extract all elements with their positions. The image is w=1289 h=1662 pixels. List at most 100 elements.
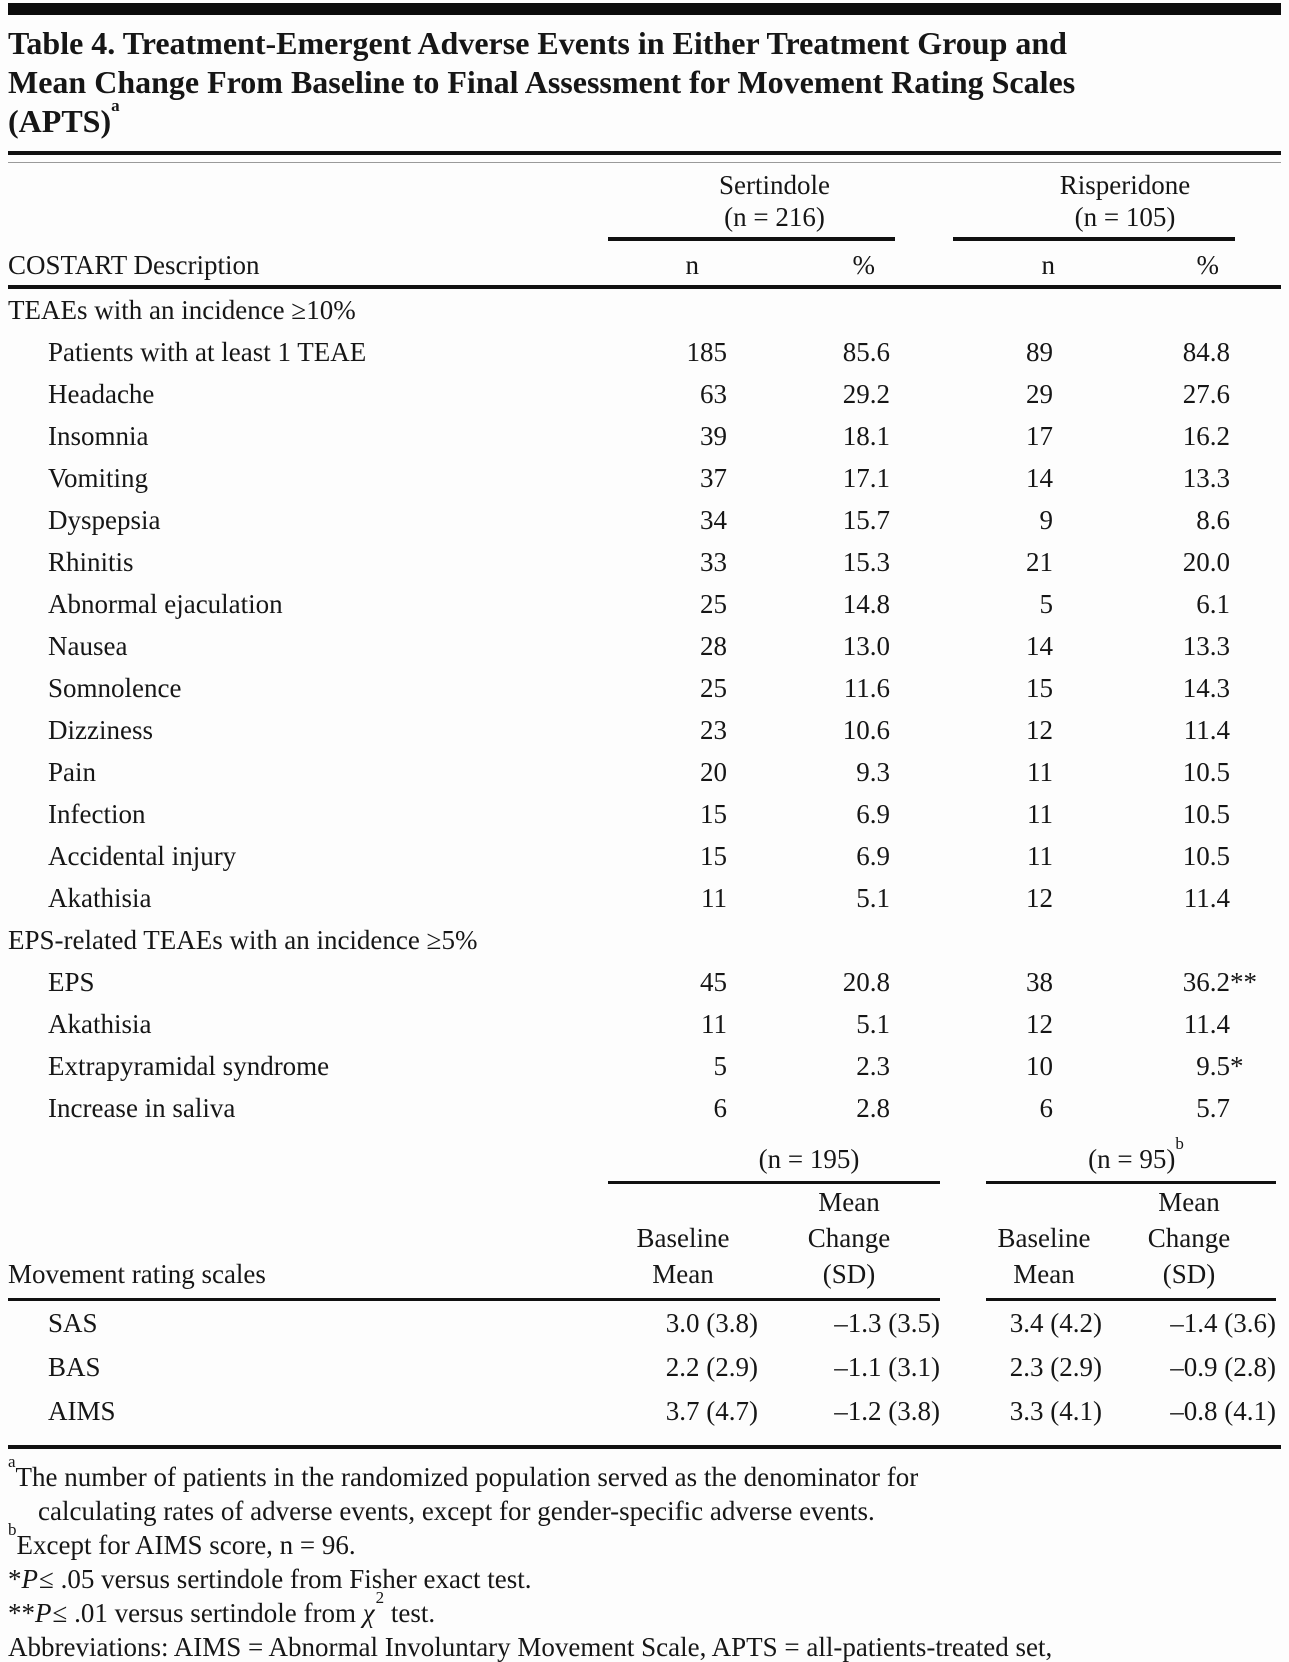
- risperidone-n: 89: [1026, 337, 1054, 367]
- title-line-3: (APTS)a: [8, 97, 1281, 141]
- section-label: TEAEs with an incidence ≥10%: [8, 295, 356, 325]
- sertindole-pct: 85.6: [842, 337, 891, 367]
- header-line: Change: [807, 1223, 891, 1253]
- sertindole-pct: 15.7: [842, 505, 891, 535]
- spacer-cell: [895, 1003, 953, 1045]
- sertindole-pct: 13.0: [842, 631, 891, 661]
- sertindole-n: 45: [700, 967, 727, 997]
- footnote-star-line: *P≤ .05 versus sertindole from Fisher ex…: [8, 1562, 1281, 1596]
- spacer-cell: [1235, 625, 1281, 667]
- sertindole-baseline-mean: 2.2 (2.9): [665, 1352, 758, 1382]
- sertindole-pct-header: %: [733, 239, 896, 289]
- spacer-cell: [1235, 835, 1281, 877]
- row-label: Dyspepsia: [48, 505, 161, 535]
- title-line-3-text: (APTS): [8, 103, 112, 139]
- risperidone-pct: 8.6: [1196, 505, 1231, 535]
- title-line-1: Table 4. Treatment-Emergent Adverse Even…: [8, 25, 1067, 61]
- sertindole-pct: 2.8: [856, 1093, 891, 1123]
- spacer-cell: [895, 457, 953, 499]
- spacer-cell: [1235, 239, 1282, 289]
- sertindole-n: 39: [700, 421, 727, 451]
- section-label: EPS-related TEAEs with an incidence ≥5%: [8, 925, 478, 955]
- sertindole-n: 25: [700, 589, 727, 619]
- risperidone-baseline-mean: 3.3 (4.1): [1009, 1396, 1102, 1426]
- risperidone-n: 29: [1026, 379, 1054, 409]
- sertindole-mean-change: –1.1 (3.1): [834, 1352, 940, 1382]
- spacer-cell: [1235, 415, 1281, 457]
- spacer-cell: [1276, 1389, 1281, 1433]
- costart-description-header: COSTART Description: [8, 239, 608, 289]
- spacer-cell: [1276, 1183, 1281, 1300]
- footnote-marker-b: b: [8, 1520, 17, 1539]
- risperidone-n: 12: [1026, 1009, 1054, 1039]
- risperidone-pct: 16.2: [1182, 421, 1231, 451]
- spacer-cell: [895, 1087, 953, 1129]
- risperidone-pct: 10.5: [1182, 799, 1231, 829]
- table-row: Pain 20 9.3 11 10.5: [8, 751, 1281, 793]
- spacer-cell: [895, 415, 953, 457]
- table-row: BAS 2.2 (2.9) –1.1 (3.1) 2.3 (2.9) –0.9 …: [8, 1345, 1281, 1389]
- row-label: Abnormal ejaculation: [48, 589, 283, 619]
- sertindole-group-header: Sertindole (n = 216): [608, 163, 896, 241]
- row-label: Dizziness: [48, 715, 153, 745]
- sertindole-n: 34: [700, 505, 727, 535]
- header-line: Mean: [652, 1259, 714, 1289]
- sertindole-pct: 6.9: [856, 799, 891, 829]
- spacer-cell: [1235, 499, 1281, 541]
- spacer-cell: [1235, 667, 1281, 709]
- sertindole-n: 5: [713, 1051, 728, 1081]
- risperidone-group-n: (n = 105): [1074, 202, 1176, 232]
- sertindole-pct: 5.1: [856, 1009, 891, 1039]
- row-label: Increase in saliva: [48, 1093, 236, 1123]
- footnote-a-line-1: aThe number of patients in the randomize…: [8, 1453, 1281, 1494]
- star-marker: *: [8, 1564, 22, 1594]
- row-label: Somnolence: [48, 673, 182, 703]
- risperidone-pct: 10.5: [1182, 757, 1231, 787]
- sertindole-n-header: n: [608, 239, 733, 289]
- spacer-cell: [895, 793, 953, 835]
- row-label: AIMS: [48, 1396, 116, 1426]
- risperidone-n: 11: [1027, 841, 1054, 871]
- table-row: Insomnia 39 18.1 17 16.2: [8, 415, 1281, 457]
- sertindole-n: 11: [701, 1009, 727, 1039]
- footnotes: aThe number of patients in the randomize…: [8, 1449, 1281, 1662]
- risperidone-pct-header: %: [1055, 239, 1236, 289]
- risperidone-pct: 11.4: [1183, 883, 1231, 913]
- header-line: Mean: [818, 1187, 880, 1217]
- double-star-marker: **: [8, 1598, 35, 1628]
- row-label: Vomiting: [48, 463, 149, 493]
- row-label: Nausea: [48, 631, 128, 661]
- table-row: Nausea 28 13.0 14 13.3: [8, 625, 1281, 667]
- risperidone-pct: 10.5: [1182, 841, 1231, 871]
- spacer-cell: [1235, 163, 1281, 239]
- risperidone-pct: 5.7: [1196, 1093, 1231, 1123]
- sertindole-n: 25: [700, 673, 727, 703]
- risperidone-baseline-mean: 3.4 (4.2): [1009, 1308, 1102, 1338]
- chi-symbol: χ: [362, 1598, 375, 1628]
- sertindole-pct: 9.3: [856, 757, 891, 787]
- row-label: Rhinitis: [48, 547, 134, 577]
- sertindole-n: 37: [700, 463, 727, 493]
- column-header-row: COSTART Description n % n %: [8, 239, 1282, 289]
- table-row: Headache 63 29.2 29 27.6: [8, 373, 1281, 415]
- footnote-text: ≤ .05 versus sertindole from Fisher exac…: [39, 1564, 532, 1594]
- sertindole-n: 11: [701, 883, 727, 913]
- table-row: AIMS 3.7 (4.7) –1.2 (3.8) 3.3 (4.1) –0.8…: [8, 1389, 1281, 1433]
- header-line: Baseline: [997, 1223, 1091, 1253]
- section-row: EPS-related TEAEs with an incidence ≥5%: [8, 919, 1281, 961]
- spacer-cell: [940, 1345, 986, 1389]
- table-row: EPS 45 20.8 38 36.2**: [8, 961, 1281, 1003]
- spacer-cell: [1235, 457, 1281, 499]
- spacer-cell: [1235, 331, 1281, 373]
- spacer-cell: [895, 961, 953, 1003]
- risperidone-pct: 20.0: [1182, 547, 1231, 577]
- header-line: Change: [1147, 1223, 1231, 1253]
- risperidone-group-header: Risperidone (n = 105): [953, 163, 1236, 241]
- spacer-cell: [1235, 1087, 1281, 1129]
- risperidone-pct: 36.2**: [1182, 967, 1258, 997]
- teae-table: Sertindole (n = 216) Risperidone (n = 10…: [8, 163, 1282, 1129]
- sertindole-n: 20: [700, 757, 727, 787]
- risperidone-pct: 11.4: [1183, 1009, 1231, 1039]
- sertindole-mean-change: –1.2 (3.8): [834, 1396, 940, 1426]
